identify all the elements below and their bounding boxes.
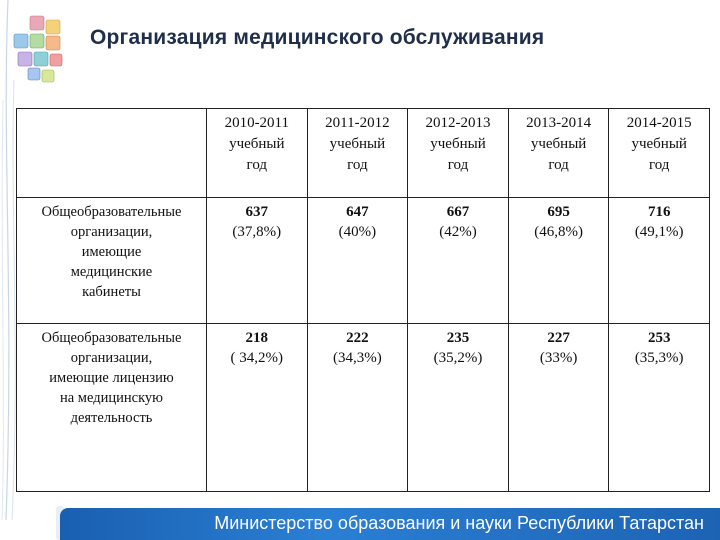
column-header-2012-2013: 2012-2013 учебный год — [407, 108, 509, 198]
cell-percent: (49,1%) — [634, 224, 684, 240]
row-label-line: организации, — [70, 350, 153, 366]
table-cell: 667 (42%) — [407, 197, 509, 324]
cell-count: 637 — [245, 204, 269, 220]
column-header-2014-2015: 2014-2015 учебный год — [608, 108, 710, 198]
column-line2: учебный — [430, 136, 486, 152]
column-line3: год — [548, 157, 569, 173]
row-label-line: Общеобразовательные — [41, 330, 182, 346]
table-cell: 647 (40%) — [306, 197, 409, 324]
table-row: Общеобразовательные организации, имеющие… — [16, 323, 710, 492]
column-header-2010-2011: 2010-2011 учебный год — [206, 108, 308, 198]
column-line3: год — [246, 157, 268, 173]
cell-count: 222 — [346, 330, 369, 346]
column-year: 2012-2013 — [425, 115, 491, 131]
footer-bar: Министерство образования и науки Республ… — [60, 508, 720, 540]
header-empty-cell — [16, 108, 207, 198]
column-line2: учебный — [329, 136, 386, 152]
column-line2: учебный — [530, 136, 587, 152]
cell-percent: (35,3%) — [634, 350, 684, 366]
table-cell: 227 (33%) — [507, 323, 610, 492]
cell-percent: (35,2%) — [433, 350, 483, 366]
cell-percent: ( 34,2%) — [230, 350, 284, 366]
table-cell: 235 (35,2%) — [407, 323, 509, 492]
table-cell: 695 (46,8%) — [507, 197, 610, 324]
cell-count: 647 — [346, 204, 369, 220]
row-label-medical-license: Общеобразовательные организации, имеющие… — [16, 323, 207, 492]
column-year: 2011-2012 — [325, 115, 390, 131]
row-label-line: деятельность — [70, 410, 153, 426]
cell-count: 695 — [547, 204, 570, 220]
column-header-2013-2014: 2013-2014 учебный год — [507, 108, 610, 198]
page-title: Организация медицинского обслуживания — [90, 26, 545, 49]
column-year: 2013-2014 — [526, 115, 592, 131]
column-header-2011-2012: 2011-2012 учебный год — [306, 108, 409, 198]
cell-count: 227 — [547, 330, 570, 346]
table-cell: 253 (35,3%) — [608, 323, 710, 492]
table-cell: 222 (34,3%) — [306, 323, 409, 492]
column-line2: учебный — [229, 136, 285, 152]
column-line3: год — [447, 157, 469, 173]
cell-count: 235 — [446, 330, 470, 346]
column-line3: год — [648, 157, 670, 173]
cell-percent: (33%) — [539, 350, 578, 366]
column-year: 2014-2015 — [626, 115, 692, 131]
row-label-line: имеющие — [81, 244, 142, 260]
cell-count: 218 — [245, 330, 269, 346]
cell-percent: (34,3%) — [333, 350, 382, 366]
cell-percent: (46,8%) — [534, 224, 583, 240]
table-cell: 218 ( 34,2%) — [206, 323, 308, 492]
row-label-line: организации, — [70, 224, 153, 240]
table-row: Общеобразовательные организации, имеющие… — [16, 197, 710, 324]
column-year: 2010-2011 — [224, 115, 290, 131]
row-label-line: кабинеты — [82, 284, 141, 300]
cell-percent: (40%) — [338, 224, 377, 240]
ministry-logo-icon — [13, 15, 63, 83]
row-label-line: Общеобразовательные — [41, 204, 182, 220]
row-label-line: имеющие лицензию — [49, 370, 174, 386]
cell-percent: (42%) — [439, 224, 477, 240]
table-header-row: 2010-2011 учебный год 2011-2012 учебный … — [16, 108, 710, 198]
cell-count: 716 — [647, 204, 671, 220]
table-cell: 637 (37,8%) — [206, 197, 308, 324]
cell-percent: (37,8%) — [232, 224, 282, 240]
row-label-line: на медицинскую — [59, 390, 163, 406]
column-line2: учебный — [631, 136, 687, 152]
row-label-medical-offices: Общеобразовательные организации, имеющие… — [16, 197, 207, 324]
column-line3: год — [347, 157, 368, 173]
footer-ministry-name: Министерство образования и науки Республ… — [214, 513, 704, 533]
cell-count: 667 — [446, 204, 470, 220]
cell-count: 253 — [647, 330, 671, 346]
table-cell: 716 (49,1%) — [608, 197, 710, 324]
row-label-line: медицинские — [70, 264, 153, 280]
statistics-table: 2010-2011 учебный год 2011-2012 учебный … — [16, 108, 710, 492]
